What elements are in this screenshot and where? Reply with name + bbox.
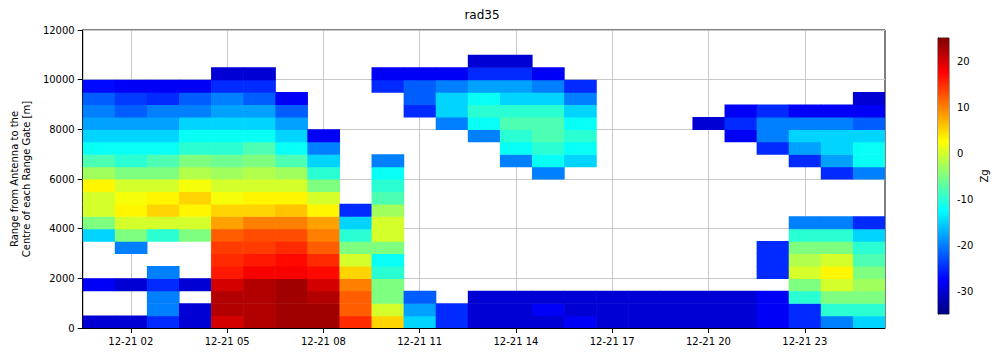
svg-text:12000: 12000 xyxy=(43,25,75,36)
svg-text:Range from Antenna to the: Range from Antenna to the xyxy=(9,111,20,247)
svg-text:Zg: Zg xyxy=(979,169,990,182)
svg-text:0: 0 xyxy=(68,323,74,334)
svg-text:6000: 6000 xyxy=(49,174,74,185)
svg-text:10: 10 xyxy=(957,102,970,113)
svg-text:4000: 4000 xyxy=(49,223,74,234)
svg-text:-20: -20 xyxy=(957,240,973,251)
svg-text:-10: -10 xyxy=(957,194,973,205)
svg-text:12-21 11: 12-21 11 xyxy=(397,336,442,347)
svg-text:12-21 17: 12-21 17 xyxy=(590,336,635,347)
svg-text:12-21 08: 12-21 08 xyxy=(301,336,346,347)
svg-text:8000: 8000 xyxy=(49,124,74,135)
svg-text:12-21 14: 12-21 14 xyxy=(493,336,538,347)
svg-text:12-21 02: 12-21 02 xyxy=(108,336,153,347)
svg-text:0: 0 xyxy=(957,148,963,159)
svg-text:-30: -30 xyxy=(957,286,973,297)
svg-text:20: 20 xyxy=(957,56,970,67)
svg-text:2000: 2000 xyxy=(49,273,74,284)
svg-text:12-21 23: 12-21 23 xyxy=(782,336,827,347)
svg-text:12-21 05: 12-21 05 xyxy=(205,336,250,347)
svg-text:10000: 10000 xyxy=(43,74,75,85)
svg-text:Centre of each Range Gate [m]: Centre of each Range Gate [m] xyxy=(21,101,32,257)
svg-text:rad35: rad35 xyxy=(464,8,499,22)
svg-text:12-21 20: 12-21 20 xyxy=(686,336,731,347)
